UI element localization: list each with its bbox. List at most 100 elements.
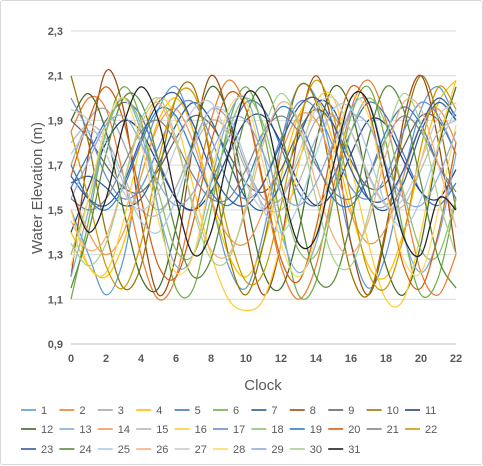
- legend-label: 11: [425, 405, 436, 417]
- legend-label: 22: [425, 424, 437, 436]
- legend-label: 23: [41, 444, 53, 456]
- legend-item-28: 28: [213, 444, 245, 456]
- legend-label: 14: [118, 424, 130, 436]
- x-tick-label: 0: [68, 353, 74, 365]
- legend-label: 29: [271, 444, 283, 456]
- x-tick-label: 22: [450, 353, 462, 365]
- y-axis-title: Water Elevation (m): [29, 122, 46, 254]
- legend-label: 21: [387, 424, 399, 436]
- legend-label: 6: [233, 405, 239, 417]
- legend-label: 26: [156, 444, 168, 456]
- x-tick-label: 4: [138, 353, 145, 365]
- x-tick-label: 16: [345, 353, 357, 365]
- x-tick-label: 8: [208, 353, 214, 365]
- legend-item-9: 9: [328, 405, 354, 417]
- legend-item-27: 27: [174, 444, 207, 456]
- legend-item-18: 18: [251, 424, 284, 436]
- legend-label: 5: [195, 405, 201, 417]
- x-tick-labels: 0 2 4 6 8 10 12 14 16 18 20 22: [68, 353, 462, 365]
- series-line-31: [70, 86, 457, 258]
- series-line-15: [70, 115, 457, 217]
- x-tick-label: 20: [415, 353, 427, 365]
- series-line-10: [70, 75, 457, 298]
- y-tick-label: 1,3: [48, 250, 63, 262]
- legend-item-6: 6: [213, 405, 239, 417]
- x-tick-label: 14: [310, 353, 323, 365]
- x-tick-label: 12: [275, 353, 287, 365]
- x-tick-label: 2: [103, 353, 109, 365]
- legend-label: 1: [41, 405, 47, 417]
- legend-item-7: 7: [251, 405, 278, 417]
- legend-label: 13: [79, 424, 91, 436]
- legend-item-24: 24: [59, 444, 92, 456]
- legend-item-8: 8: [289, 405, 316, 417]
- y-tick-label: 1,5: [48, 205, 63, 217]
- y-tick-label: 0,9: [48, 339, 63, 351]
- legend-item-20: 20: [328, 424, 360, 436]
- legend-label: 30: [310, 444, 322, 456]
- series-line-22: [70, 79, 457, 291]
- y-tick-label: 1,9: [48, 115, 63, 127]
- x-axis-title: Clock: [244, 377, 282, 394]
- legend-label: 20: [348, 424, 360, 436]
- legend-item-22: 22: [405, 424, 437, 436]
- legend-label: 31: [348, 444, 360, 456]
- legend-label: 27: [195, 444, 207, 456]
- legend-label: 16: [195, 424, 207, 436]
- legend-item-5: 5: [174, 405, 201, 417]
- y-tick-label: 1,1: [48, 294, 63, 306]
- legend-label: 17: [233, 424, 245, 436]
- legend-label: 3: [118, 405, 124, 417]
- y-tick-label: 2,1: [48, 71, 63, 83]
- legend-item-3: 3: [97, 405, 124, 417]
- legend-label: 25: [118, 444, 130, 456]
- series-line-24: [70, 85, 457, 289]
- legend-item-11: 11: [405, 405, 436, 417]
- legend-item-17: 17: [213, 424, 245, 436]
- legend-label: 10: [387, 405, 399, 417]
- legend-label: 12: [41, 424, 53, 436]
- legend-label: 18: [271, 424, 283, 436]
- y-tick-labels: 0,9 1,1 1,3 1,5 1,7 1,9 2,1 2,3: [48, 26, 63, 351]
- legend-item-13: 13: [59, 424, 92, 436]
- legend-item-29: 29: [251, 444, 284, 456]
- legend-item-10: 10: [366, 405, 399, 417]
- x-tick-label: 18: [380, 353, 392, 365]
- legend-label: 28: [233, 444, 245, 456]
- y-tick-label: 1,7: [48, 160, 63, 172]
- legend-item-4: 4: [136, 405, 162, 417]
- series-line-26: [70, 98, 457, 259]
- x-tick-label: 10: [240, 353, 252, 365]
- legend-label: 4: [156, 405, 162, 417]
- y-tick-label: 2,3: [48, 26, 63, 38]
- legend-label: 2: [79, 405, 85, 417]
- legend-item-26: 26: [136, 444, 168, 456]
- legend-item-21: 21: [366, 424, 399, 436]
- legend-item-1: 1: [21, 405, 47, 417]
- legend-label: 19: [310, 424, 322, 436]
- legend-label: 15: [156, 424, 168, 436]
- legend-item-23: 23: [21, 444, 53, 456]
- x-tick-label: 6: [173, 353, 179, 365]
- series-line-27: [70, 96, 457, 212]
- legend-item-14: 14: [97, 424, 130, 436]
- series-line-30: [70, 92, 457, 271]
- legend-item-25: 25: [97, 444, 130, 456]
- series-lines: [70, 69, 457, 312]
- legend-label: 7: [271, 405, 277, 417]
- series-line-16: [70, 80, 457, 312]
- legend-item-12: 12: [21, 424, 53, 436]
- series-line-28: [70, 95, 457, 278]
- legend-label: 9: [348, 405, 354, 417]
- legend-item-16: 16: [174, 424, 207, 436]
- series-line-29: [70, 114, 457, 208]
- legend-item-31: 31: [328, 444, 360, 456]
- legend-label: 8: [310, 405, 316, 417]
- legend-item-19: 19: [289, 424, 322, 436]
- series-line-25: [70, 103, 457, 234]
- legend-item-30: 30: [289, 444, 322, 456]
- legend-item-15: 15: [136, 424, 168, 436]
- legend-label: 24: [79, 444, 91, 456]
